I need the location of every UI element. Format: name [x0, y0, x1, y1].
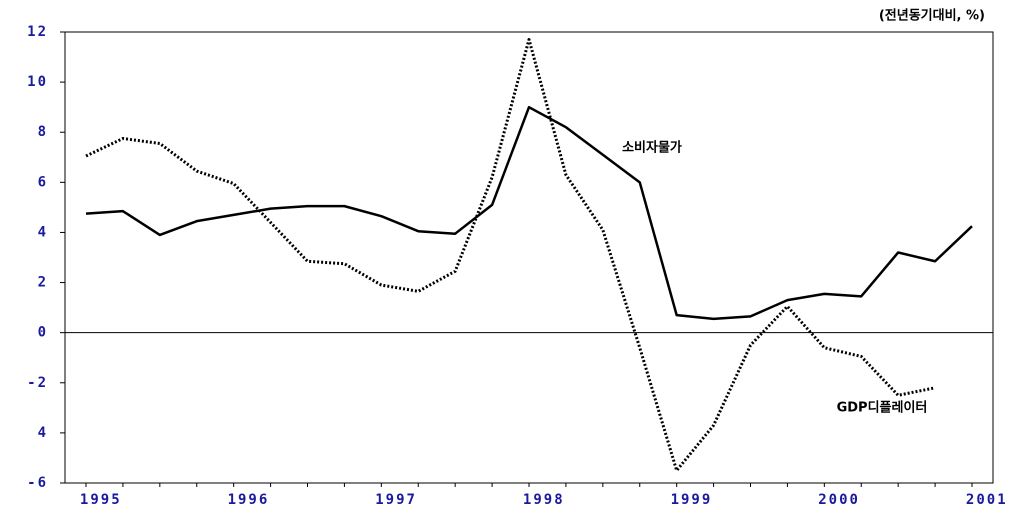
y-tick-label: 2 [38, 275, 48, 291]
x-tick-label: 1995 [80, 492, 122, 508]
series-line [85, 105, 973, 321]
y-tick-label: 6 [38, 174, 48, 190]
x-tick-label: 1996 [228, 492, 270, 508]
x-tick-label: 2001 [966, 492, 1008, 508]
y-tick-label: -2 [27, 375, 48, 391]
series-line [85, 38, 936, 472]
y-tick-label: -6 [27, 475, 48, 491]
series-annotation: 소비자물가 [622, 141, 682, 156]
y-tick-label: 4 [38, 224, 48, 240]
y-tick-label: 0 [38, 325, 48, 341]
y-tick-label: 4 [38, 425, 48, 441]
x-tick-label: 1999 [671, 492, 713, 508]
unit-note: (전년동기대비, %) [879, 8, 985, 24]
x-tick-label: 2000 [818, 492, 860, 508]
x-tick-label: 1998 [523, 492, 565, 508]
y-tick-label: 10 [27, 74, 48, 90]
x-tick-label: 1997 [375, 492, 417, 508]
y-tick-label: 12 [27, 24, 48, 40]
series-annotation: GDP디플레이터 [837, 400, 928, 416]
y-tick-label: 8 [38, 124, 48, 140]
